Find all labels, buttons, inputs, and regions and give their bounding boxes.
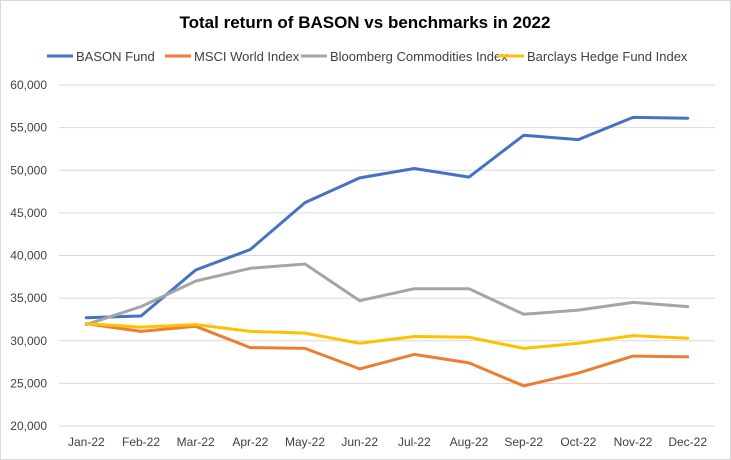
- x-tick-label: Jul-22: [398, 435, 431, 449]
- y-tick-label: 50,000: [10, 163, 47, 177]
- x-tick-label: Oct-22: [560, 435, 596, 449]
- y-tick-label: 25,000: [10, 376, 47, 390]
- y-tick-label: 45,000: [10, 206, 47, 220]
- y-tick-label: 40,000: [10, 249, 47, 263]
- y-axis-tick-labels: 20,000 25,000 30,000 35,000 40,000 45,000 50,0…: [10, 78, 47, 433]
- y-tick-label: 30,000: [10, 334, 47, 348]
- x-tick-label: Jan-22: [68, 435, 105, 449]
- x-tick-label: Jun-22: [341, 435, 378, 449]
- x-axis-tick-labels: Jan-22 Feb-22 Mar-22 Apr-22 May-22 Jun-22 Jul-…: [68, 435, 707, 449]
- x-tick-label: Dec-22: [668, 435, 707, 449]
- chart-title: Total return of BASON vs benchmarks in 2…: [180, 13, 551, 32]
- series-line: [84, 322, 690, 350]
- legend-label: Bloomberg Commodities Index: [330, 49, 508, 64]
- legend: BASON Fund MSCI World Index Bloomberg Comm…: [47, 49, 688, 64]
- series-line: [84, 262, 690, 327]
- series-lines: [84, 115, 690, 388]
- series-line: [84, 115, 690, 320]
- x-tick-label: Sep-22: [504, 435, 543, 449]
- x-tick-label: Apr-22: [232, 435, 268, 449]
- legend-label: MSCI World Index: [194, 49, 300, 64]
- y-tick-label: 20,000: [10, 419, 47, 433]
- x-tick-label: Nov-22: [614, 435, 653, 449]
- series-line: [84, 322, 690, 388]
- x-tick-label: May-22: [285, 435, 325, 449]
- y-tick-label: 35,000: [10, 291, 47, 305]
- x-tick-label: Mar-22: [177, 435, 215, 449]
- legend-label: BASON Fund: [76, 49, 155, 64]
- gridlines: [59, 84, 715, 427]
- y-tick-label: 60,000: [10, 78, 47, 92]
- legend-label: Barclays Hedge Fund Index: [527, 49, 688, 64]
- y-tick-label: 55,000: [10, 121, 47, 135]
- x-tick-label: Aug-22: [450, 435, 489, 449]
- x-tick-label: Feb-22: [122, 435, 160, 449]
